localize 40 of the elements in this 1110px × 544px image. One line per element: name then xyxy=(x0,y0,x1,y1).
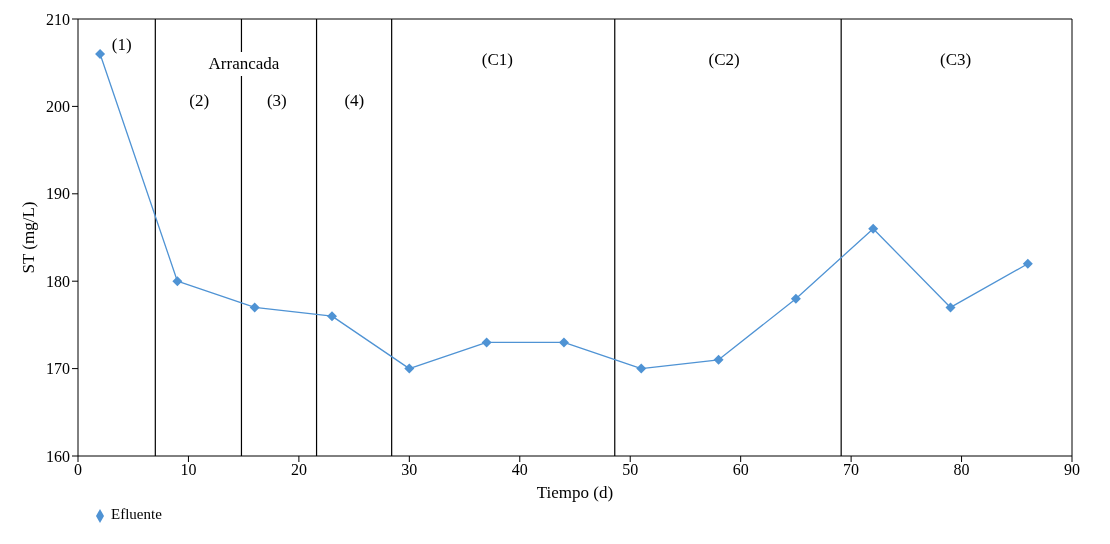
annotation: (C3) xyxy=(940,49,972,70)
point xyxy=(481,337,492,348)
y-tick-label: 170 xyxy=(46,360,70,378)
point xyxy=(404,363,415,374)
x-tick-label: 40 xyxy=(511,461,528,479)
annotation: (C2) xyxy=(708,49,740,70)
point xyxy=(868,223,879,234)
x-tick-label: 10 xyxy=(180,461,197,479)
y-tick-label: 160 xyxy=(46,447,70,465)
point xyxy=(713,354,724,365)
point xyxy=(95,48,106,59)
legend-label: Efluente xyxy=(111,506,162,522)
annotation: (4) xyxy=(344,90,365,111)
x-tick-label: 50 xyxy=(622,461,639,479)
point xyxy=(327,311,338,322)
x-tick-label: 70 xyxy=(843,461,860,479)
point xyxy=(636,363,647,374)
x-axis-title: Tiempo (d) xyxy=(536,483,614,502)
x-tick-label: 20 xyxy=(290,461,307,479)
annotation: Arrancada xyxy=(204,52,284,77)
y-axis-title: ST (mg/L) xyxy=(19,201,39,274)
annotation: (3) xyxy=(266,90,287,111)
y-tick-label: 200 xyxy=(46,98,70,116)
annotation: (C1) xyxy=(481,49,514,70)
annotation: (2) xyxy=(189,90,210,111)
x-tick-label: 60 xyxy=(732,461,749,479)
x-tick-label: 90 xyxy=(1064,461,1080,479)
annotation: (1) xyxy=(111,35,132,56)
x-tick-label: 80 xyxy=(953,461,970,479)
x-tick-label: 30 xyxy=(401,461,418,479)
y-tick-label: 180 xyxy=(46,272,70,290)
point xyxy=(945,302,956,313)
point xyxy=(558,337,569,348)
point xyxy=(172,276,183,287)
y-tick-label: 210 xyxy=(46,10,70,28)
y-tick-label: 190 xyxy=(46,185,70,203)
x-tick-label: 0 xyxy=(74,461,82,479)
point xyxy=(1022,258,1033,269)
point xyxy=(790,293,801,304)
point xyxy=(249,302,260,313)
